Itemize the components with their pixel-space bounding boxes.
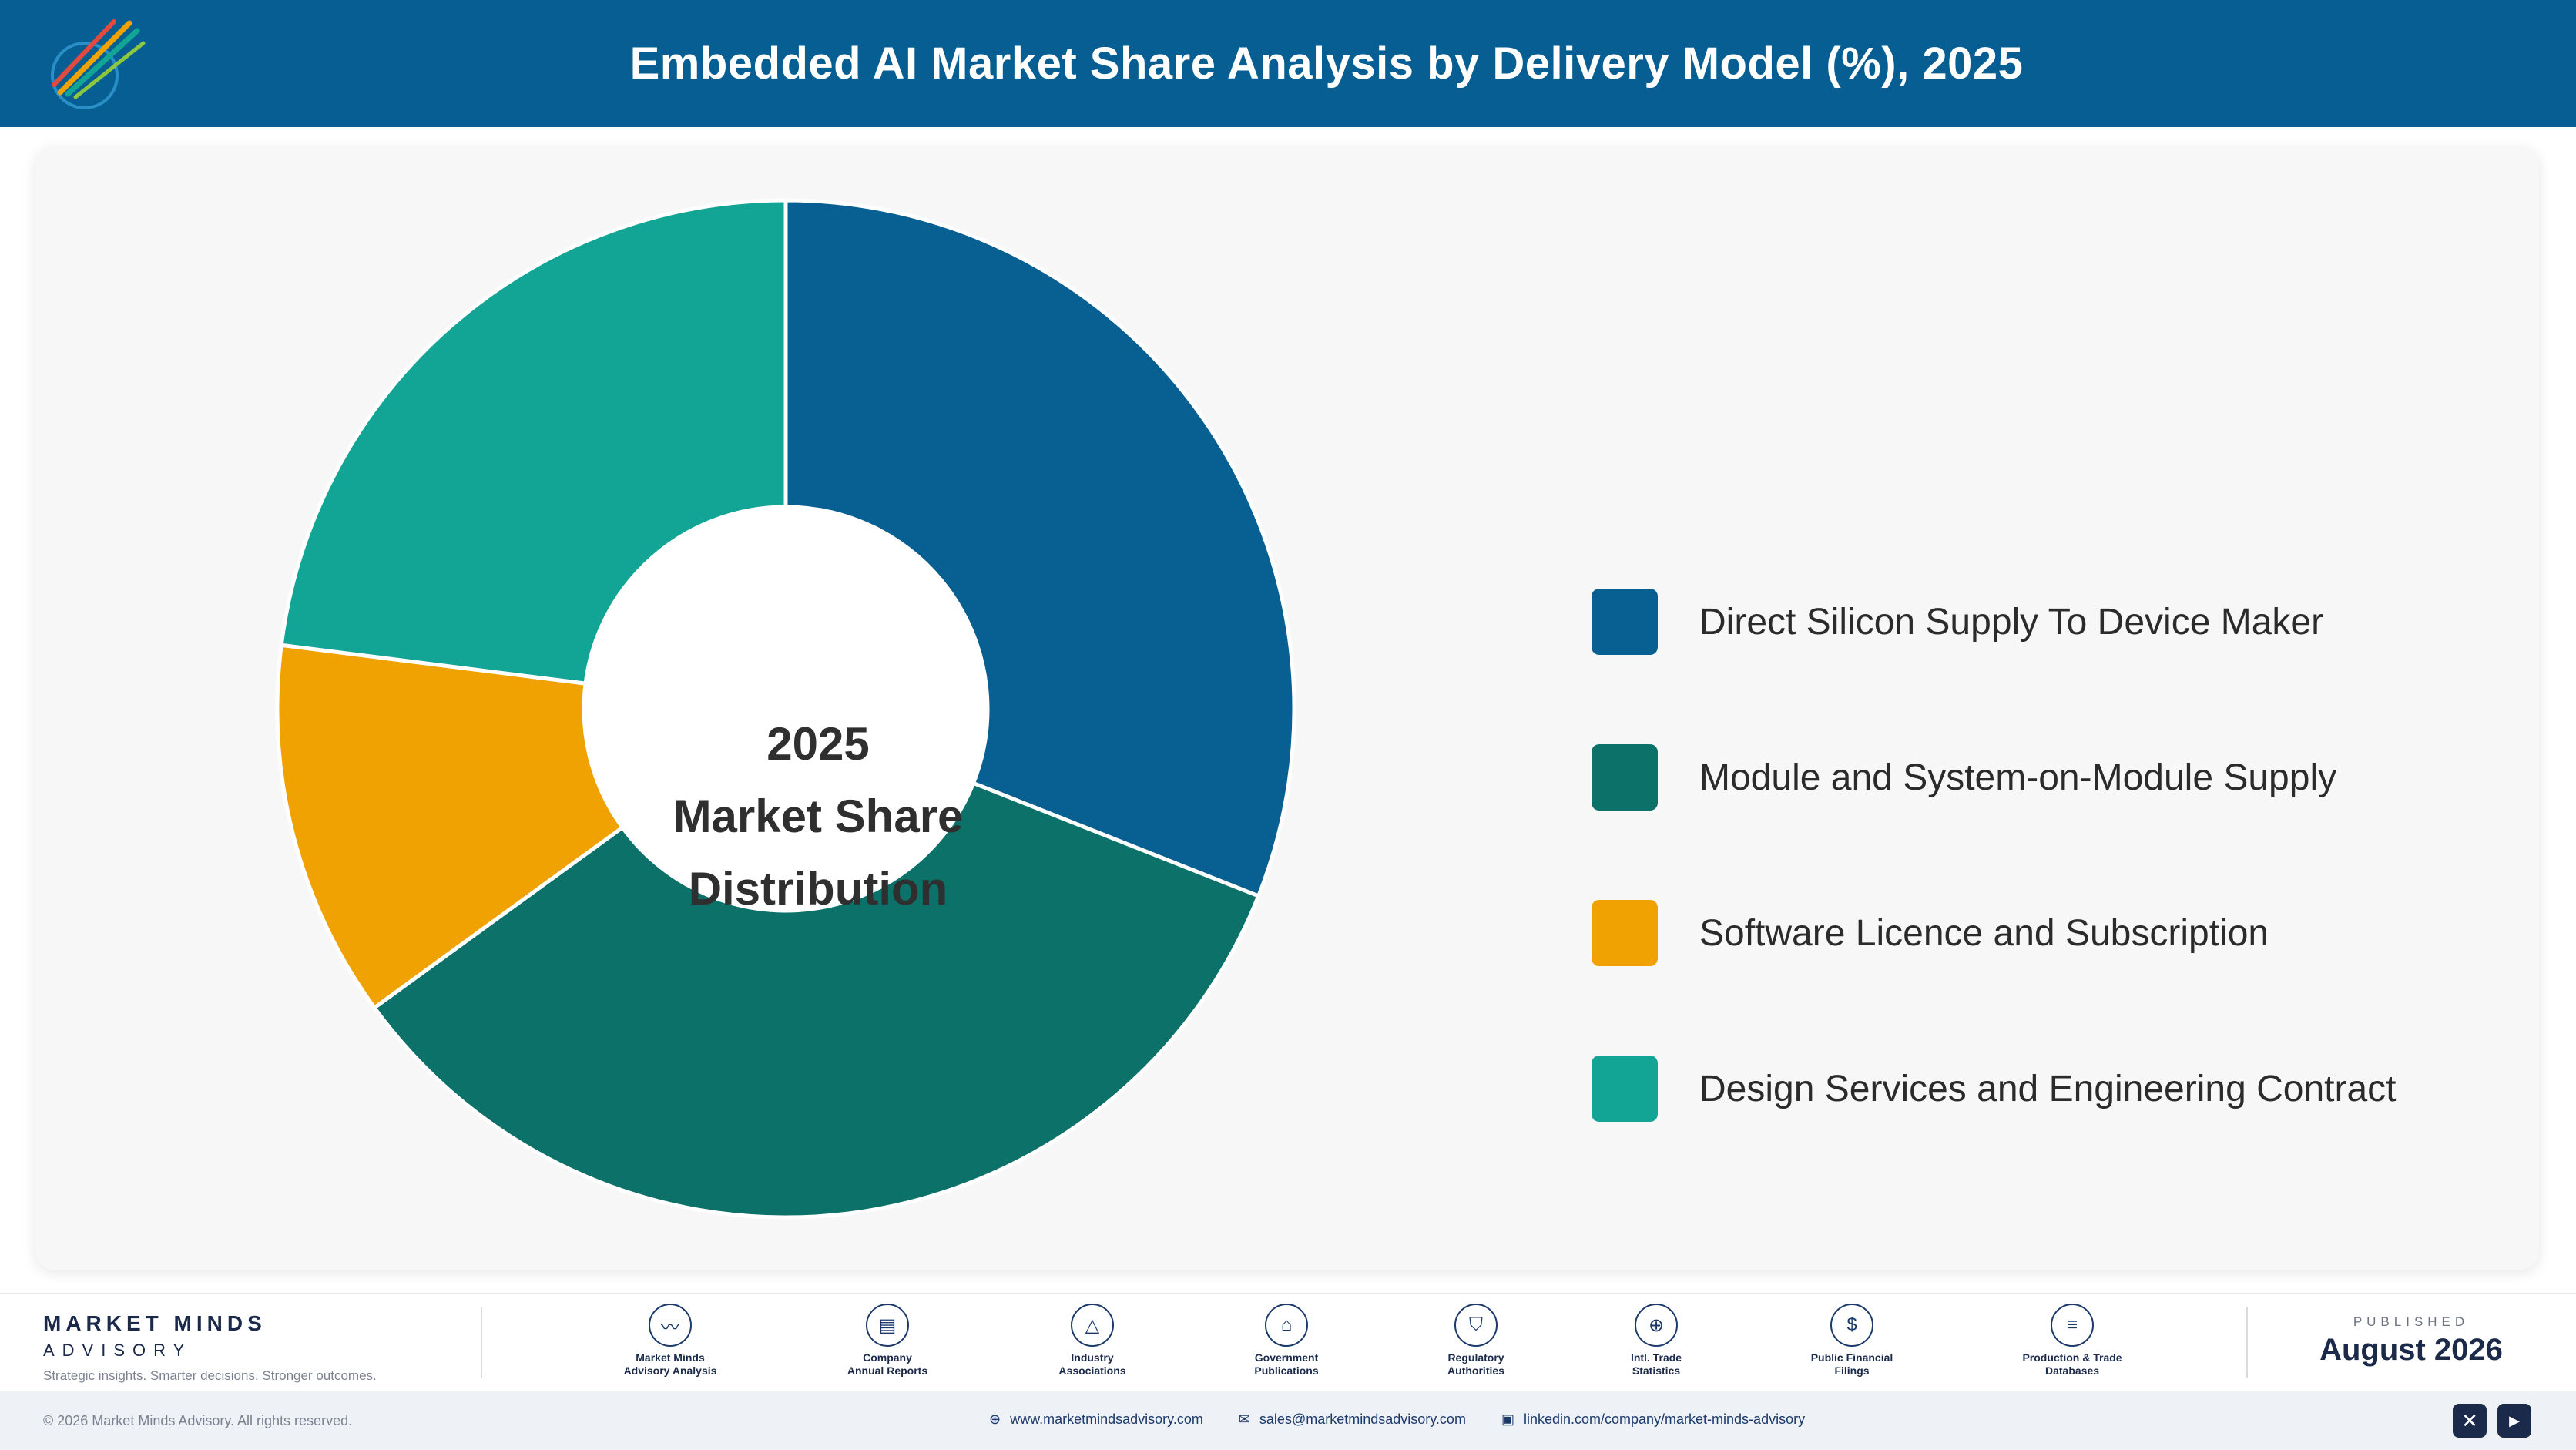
brand-sub: ADVISORY — [43, 1341, 193, 1360]
legend-item-direct-silicon: Direct Silicon Supply To Device Maker — [1592, 589, 2397, 655]
source-item: ⌂ Government Publications — [1202, 1304, 1371, 1378]
footer-contact-bar: © 2026 Market Minds Advisory. All rights… — [0, 1391, 2576, 1450]
published-label: PUBLISHED — [2353, 1314, 2470, 1329]
source-item: 〰 Market Minds Advisory Analysis — [585, 1304, 755, 1378]
globe-icon: ⊕ — [1635, 1304, 1678, 1347]
chart-line-icon: 〰 — [649, 1304, 692, 1347]
source-item: ⊕ Intl. Trade Statistics — [1571, 1304, 1741, 1378]
globe-icon: ⊕ — [989, 1411, 1001, 1427]
page-title: Embedded AI Market Share Analysis by Del… — [629, 39, 2024, 89]
company-logo-icon — [51, 19, 146, 109]
source-label: Public Financial Filings — [1810, 1351, 1893, 1377]
source-label: Intl. Trade Statistics — [1630, 1351, 1682, 1377]
chart-legend: Direct Silicon Supply To Device Maker Mo… — [1592, 589, 2397, 1211]
document-icon: ▤ — [866, 1304, 909, 1347]
building-icon: ⌂ — [1265, 1304, 1308, 1347]
legend-label: Software Licence and Subscription — [1699, 912, 2269, 954]
network-icon: △ — [1071, 1304, 1114, 1347]
donut-chart — [275, 198, 1296, 1220]
published-block: PUBLISHED August 2026 — [2249, 1314, 2573, 1368]
shield-icon: ⛉ — [1454, 1304, 1498, 1347]
source-item: ⛉ Regulatory Authorities — [1391, 1304, 1561, 1378]
source-label: Government Publications — [1254, 1351, 1319, 1377]
legend-item-software-licence: Software Licence and Subscription — [1592, 900, 2397, 966]
sources-list: 〰 Market Minds Advisory Analysis ▤ Company … — [585, 1304, 2180, 1388]
youtube-social-button[interactable]: ▶ — [2497, 1404, 2531, 1438]
linkedin-text: linkedin.com/company/market-minds-adviso… — [1523, 1411, 1806, 1427]
coin-icon: $ — [1830, 1304, 1873, 1347]
x-icon: ✕ — [2461, 1408, 2478, 1432]
copyright-text: © 2026 Market Minds Advisory. All rights… — [43, 1413, 353, 1428]
footer-brand: MARKET MINDS ADVISORY Strategic insights… — [43, 1311, 377, 1384]
brand-name: MARKET MINDS — [43, 1311, 267, 1335]
legend-label: Module and System-on-Module Supply — [1699, 757, 2337, 798]
legend-item-design-services: Design Services and Engineering Contract — [1592, 1056, 2397, 1122]
linkedin-icon: ▣ — [1501, 1411, 1514, 1427]
contact-links: ⊕ www.marketmindsadvisory.com ✉ sales@ma… — [989, 1411, 1840, 1428]
source-label: Regulatory Authorities — [1447, 1351, 1504, 1377]
youtube-icon: ▶ — [2509, 1412, 2520, 1428]
center-line-2: Market Share — [673, 790, 964, 842]
email-text: sales@marketmindsadvisory.com — [1259, 1411, 1466, 1427]
linkedin-link[interactable]: ▣ linkedin.com/company/market-minds-advi… — [1501, 1411, 1805, 1428]
chart-card: 2025 Market Share Distribution Direct Si… — [35, 146, 2539, 1270]
database-icon: ≡ — [2051, 1304, 2094, 1347]
center-year: 2025 — [766, 718, 870, 770]
source-item: △ Industry Associations — [1008, 1304, 1177, 1378]
header-bar: Embedded AI Market Share Analysis by Del… — [0, 0, 2576, 127]
x-social-button[interactable]: ✕ — [2453, 1404, 2487, 1438]
source-label: Company Annual Reports — [847, 1351, 928, 1377]
source-item: ▤ Company Annual Reports — [803, 1304, 972, 1378]
source-label: Industry Associations — [1058, 1351, 1126, 1377]
legend-swatch — [1592, 589, 1658, 655]
legend-label: Design Services and Engineering Contract — [1699, 1068, 2397, 1109]
legend-swatch — [1592, 1056, 1658, 1122]
legend-swatch — [1592, 744, 1658, 811]
legend-label: Direct Silicon Supply To Device Maker — [1699, 601, 2324, 643]
divider — [481, 1307, 482, 1378]
source-item: $ Public Financial Filings — [1767, 1304, 1937, 1378]
divider — [2246, 1307, 2248, 1378]
legend-swatch — [1592, 900, 1658, 966]
brand-tagline: Strategic insights. Smarter decisions. S… — [43, 1368, 377, 1383]
website-text: www.marketmindsadvisory.com — [1010, 1411, 1203, 1427]
published-date: August 2026 — [2319, 1333, 2503, 1367]
legend-item-module-som: Module and System-on-Module Supply — [1592, 744, 2397, 811]
source-label: Market Minds Advisory Analysis — [623, 1351, 717, 1377]
source-item: ≡ Production & Trade Databases — [1987, 1304, 2157, 1378]
source-label: Production & Trade Databases — [2022, 1351, 2122, 1377]
donut-hole — [584, 507, 988, 911]
donut-center-label: 2025 Market Share Distribution — [626, 655, 1011, 978]
center-line-3: Distribution — [688, 863, 948, 915]
website-link[interactable]: ⊕ www.marketmindsadvisory.com — [989, 1411, 1203, 1428]
email-link[interactable]: ✉ sales@marketmindsadvisory.com — [1239, 1411, 1466, 1428]
envelope-icon: ✉ — [1238, 1411, 1250, 1427]
footer-sources-bar: MARKET MINDS ADVISORY Strategic insights… — [0, 1293, 2576, 1393]
